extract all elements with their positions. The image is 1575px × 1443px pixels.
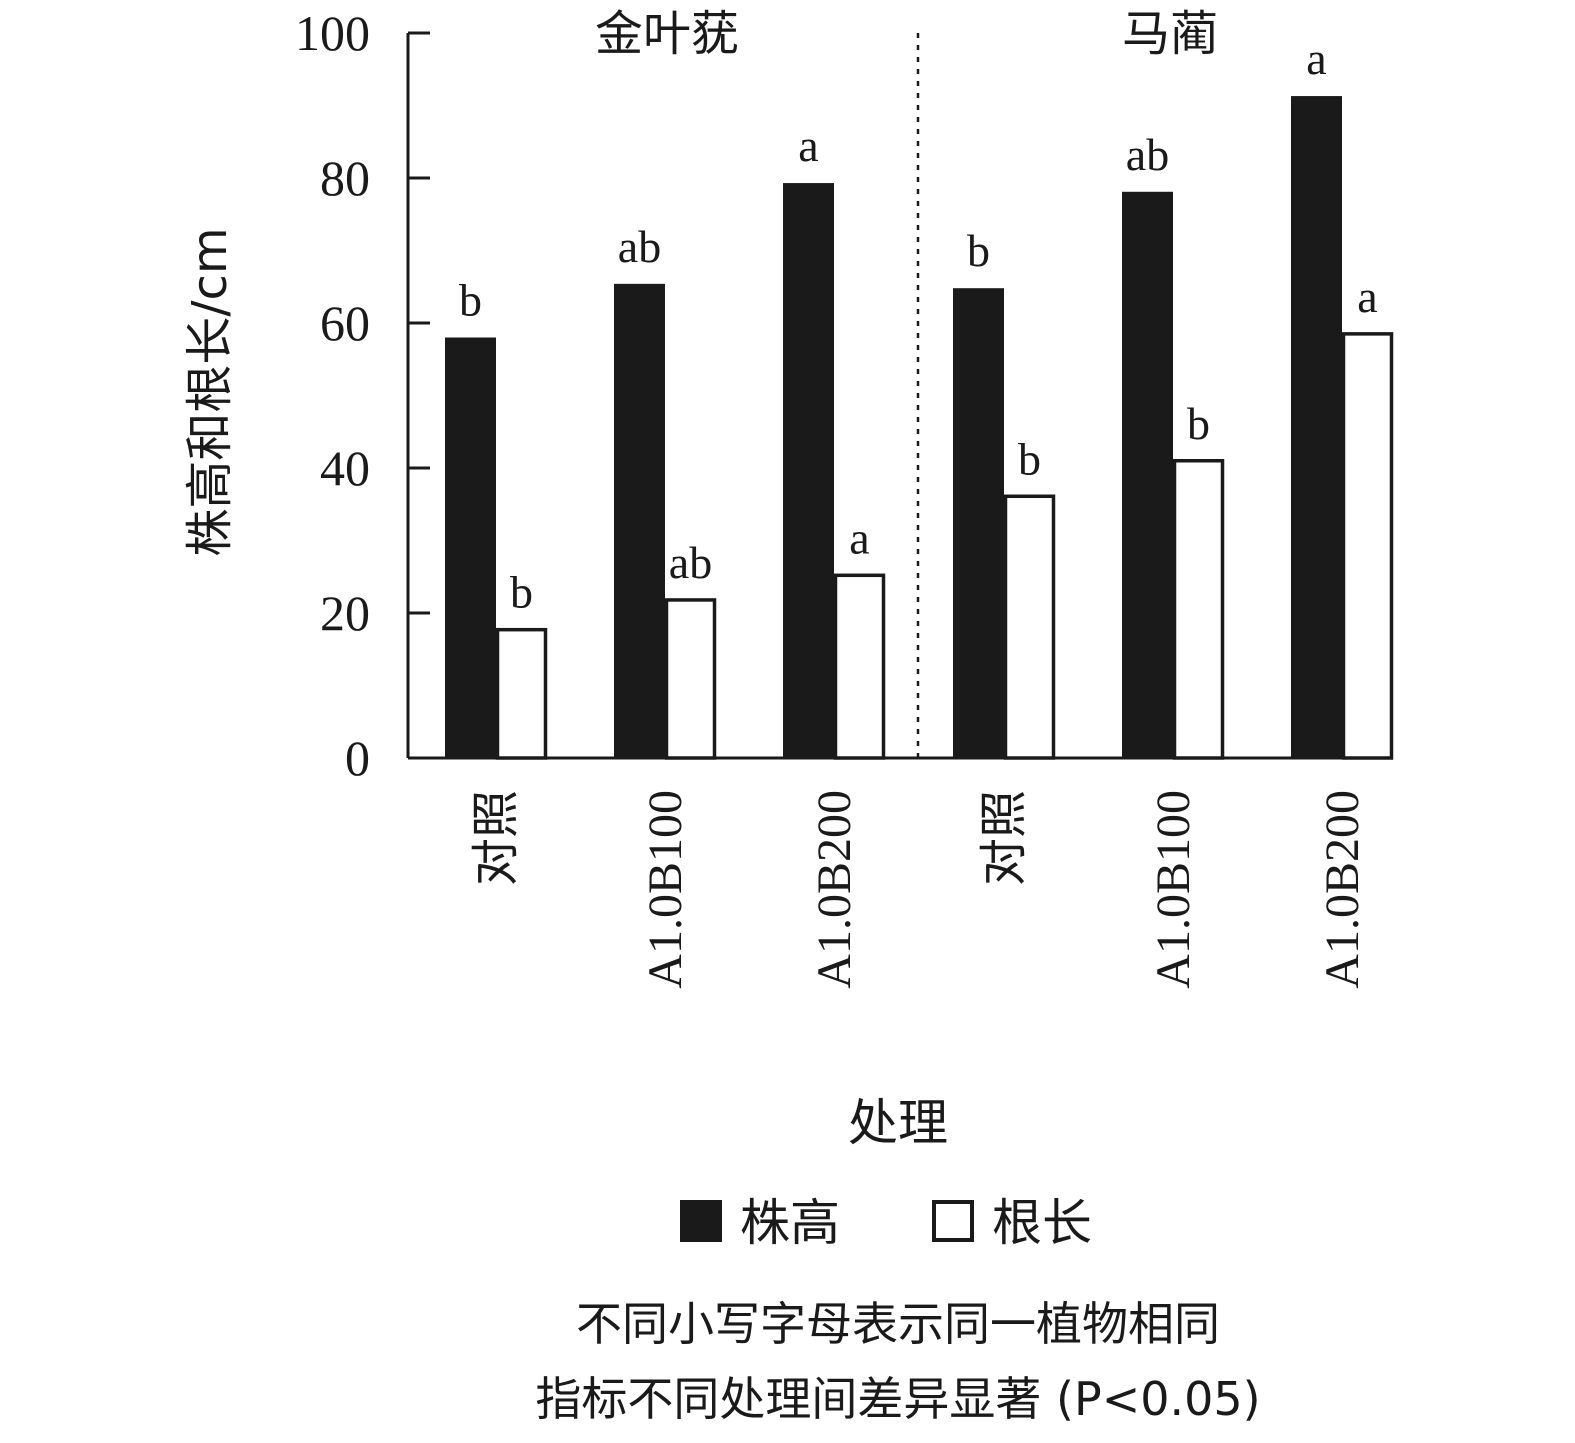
bar-plant-height (1291, 96, 1342, 758)
y-tick-label: 0 (345, 730, 370, 786)
significance-label: a (1306, 33, 1326, 84)
note-line-2: 指标不同处理间差异显著 (P<0.05) (535, 1372, 1260, 1426)
y-tick-label: 40 (320, 440, 370, 496)
significance-label: b (459, 275, 482, 326)
significance-label: a (798, 120, 818, 171)
bar-plant-height (1122, 191, 1173, 758)
significance-label: ab (669, 537, 712, 588)
bar-root-length (833, 573, 886, 760)
significance-label: ab (1126, 129, 1169, 180)
note-line-1: 不同小写字母表示同一植物相同 (576, 1297, 1220, 1351)
legend: 株高 根长 (680, 1194, 1092, 1252)
significance-label: ab (618, 221, 661, 272)
significance-label: b (1018, 433, 1041, 484)
bar-plant-height (783, 183, 834, 758)
legend-label-root: 根长 (992, 1194, 1092, 1252)
x-axis-label: 处理 (848, 1094, 948, 1152)
x-tick-label: A1.0B200 (808, 790, 861, 989)
legend-swatch-height (680, 1200, 722, 1242)
bars (445, 96, 1394, 760)
x-tick-label: A1.0B200 (1316, 790, 1369, 989)
y-tick-label: 60 (320, 295, 370, 351)
significance-label: a (849, 512, 869, 563)
bar-plant-height (614, 283, 665, 758)
x-tick-label: A1.0B100 (639, 790, 692, 989)
legend-swatch-root (932, 1200, 974, 1242)
y-tick-label: 80 (320, 150, 370, 206)
significance-label: b (967, 225, 990, 276)
bar-plant-height (953, 288, 1004, 758)
significance-label: a (1357, 271, 1377, 322)
bar-root-length (1003, 494, 1056, 760)
y-axis-label: 株高和根长/cm (182, 227, 238, 556)
significance-label: b (510, 567, 533, 618)
labels: b b 对照 ab ab A1.0B100 a a A1.0B200 b b 对照 ab b A1.0B10… (459, 33, 1378, 989)
significance-label: b (1187, 398, 1210, 449)
x-tick-label: 对照 (468, 790, 524, 886)
bar-plant-height (445, 337, 496, 758)
bar-root-length (1341, 332, 1394, 760)
bar-root-length (495, 627, 548, 760)
bar-root-length (664, 598, 717, 760)
y-tick-label: 100 (295, 5, 370, 61)
group-title-1: 金叶莸 (595, 6, 739, 62)
group-title-2: 马蔺 (1122, 6, 1218, 62)
legend-label-height: 株高 (740, 1194, 840, 1252)
bar-root-length (1172, 459, 1225, 760)
x-tick-label: A1.0B100 (1147, 790, 1200, 989)
x-tick-label: 对照 (976, 790, 1032, 886)
y-tick-label: 20 (320, 585, 370, 641)
axes: 0 20 40 60 80 100 (295, 5, 1390, 786)
